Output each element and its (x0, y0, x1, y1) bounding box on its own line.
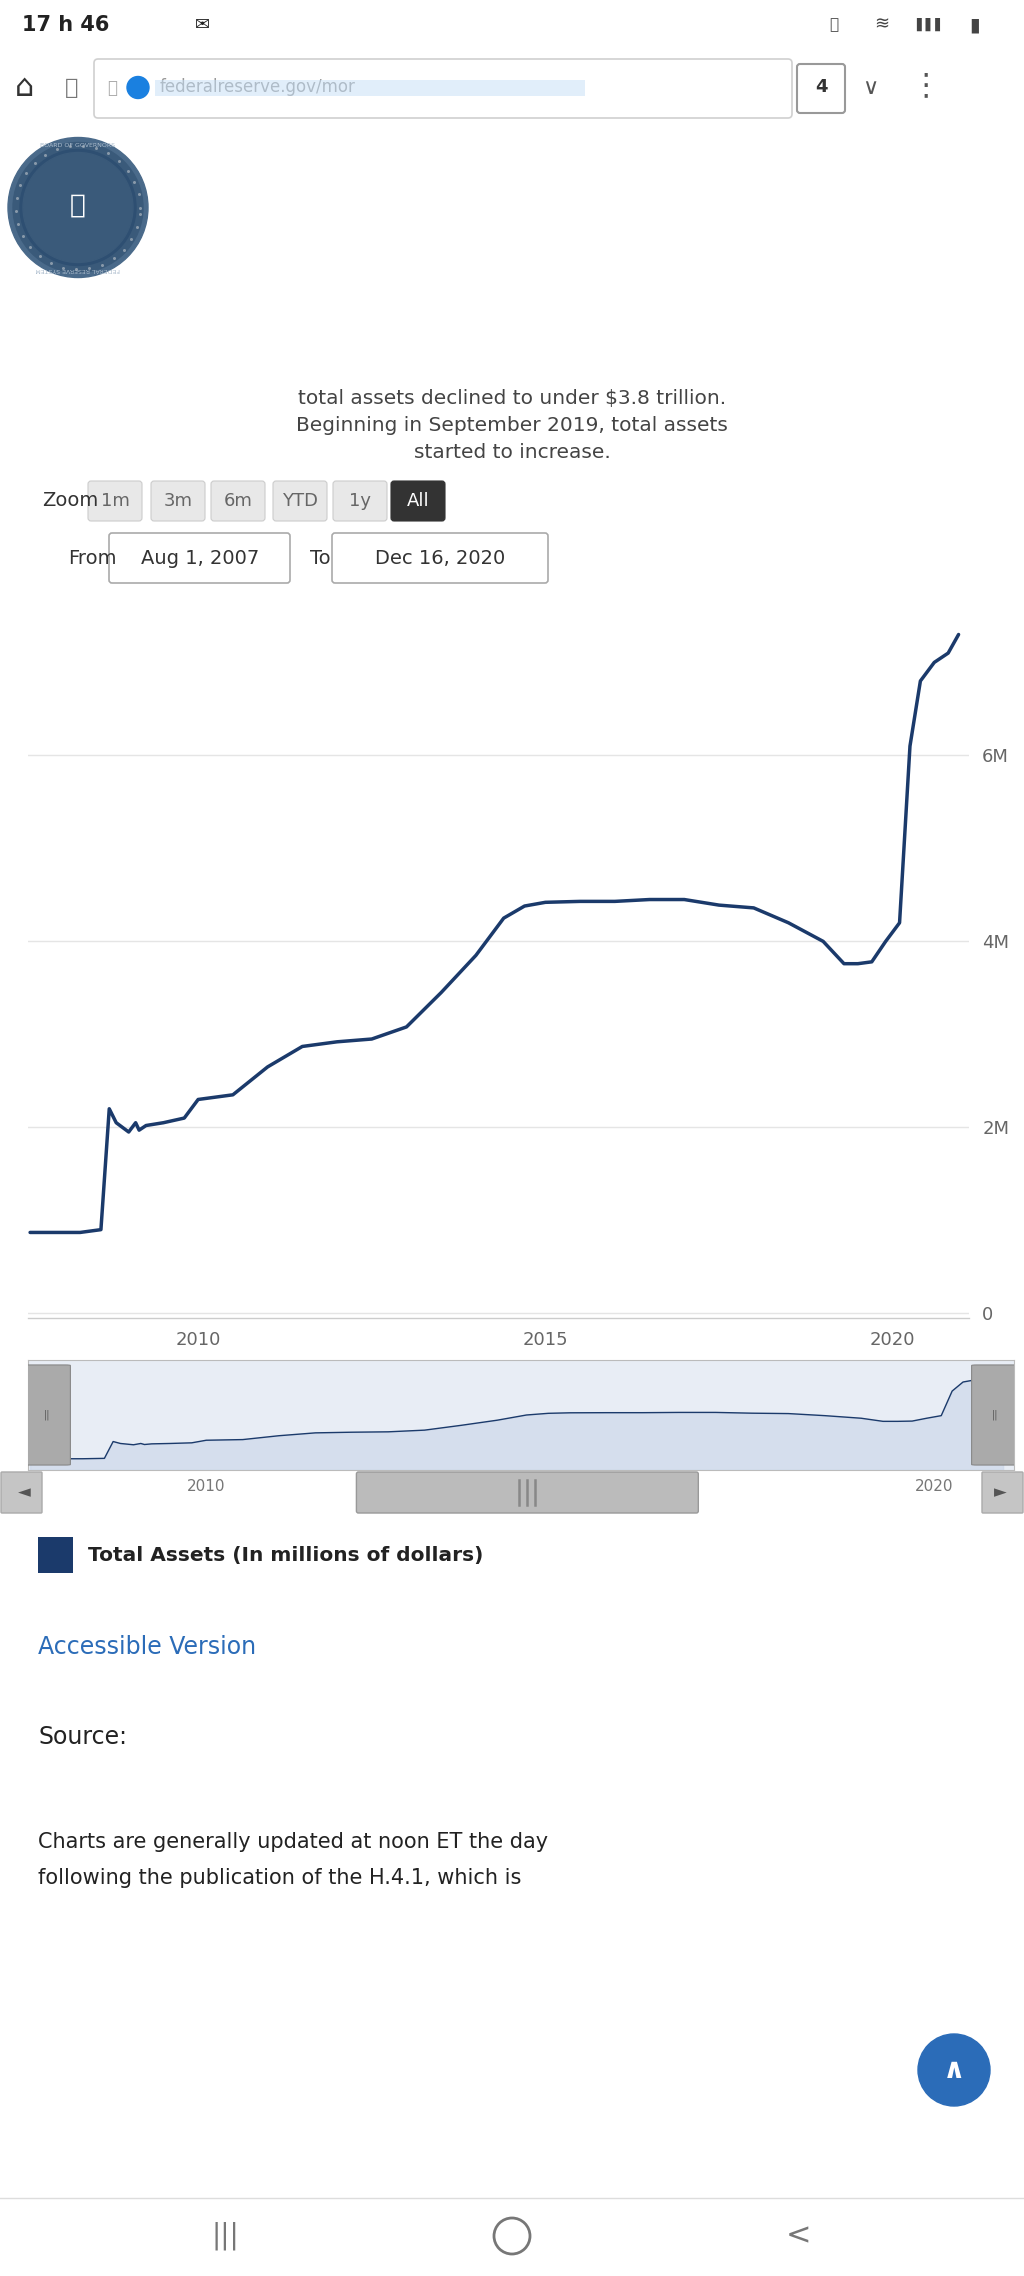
Text: 1y: 1y (349, 492, 371, 510)
FancyBboxPatch shape (797, 64, 845, 114)
Text: BOARD OF GOVERNORS: BOARD OF GOVERNORS (41, 143, 116, 148)
Text: 17 h 46: 17 h 46 (22, 14, 110, 34)
Text: 🔇: 🔇 (66, 77, 79, 98)
Text: ►: ► (993, 1484, 1007, 1502)
Text: Sections: Sections (105, 316, 249, 348)
Text: ⌂: ⌂ (15, 73, 35, 102)
FancyBboxPatch shape (972, 1366, 1019, 1466)
Text: Accessible Version: Accessible Version (38, 1636, 256, 1659)
Text: ∨: ∨ (862, 77, 879, 98)
Text: FEDERAL RESERVE SYSTEM: FEDERAL RESERVE SYSTEM (36, 266, 120, 273)
Text: Source:: Source: (38, 1725, 127, 1750)
Text: 1m: 1m (100, 492, 129, 510)
FancyBboxPatch shape (94, 59, 792, 118)
Text: <: < (786, 2221, 811, 2251)
FancyBboxPatch shape (332, 533, 548, 583)
Text: Beginning in September 2019, total assets: Beginning in September 2019, total asset… (296, 417, 728, 435)
Bar (38, 1536, 73, 1573)
Text: following the publication of the H.4.1, which is: following the publication of the H.4.1, … (38, 1869, 521, 1889)
Text: ⋮: ⋮ (971, 189, 1007, 223)
FancyBboxPatch shape (356, 1473, 698, 1514)
Text: ≋: ≋ (874, 16, 889, 34)
Circle shape (13, 143, 143, 273)
Text: 🦅: 🦅 (70, 193, 86, 218)
Text: Board of Governors of the: Board of Governors of the (160, 173, 525, 200)
FancyBboxPatch shape (1, 1473, 42, 1514)
Circle shape (23, 152, 133, 262)
FancyBboxPatch shape (211, 480, 265, 521)
Text: Zoom: Zoom (42, 492, 98, 510)
Circle shape (127, 77, 150, 98)
FancyBboxPatch shape (24, 1366, 71, 1466)
Bar (22, 330, 60, 335)
FancyBboxPatch shape (982, 1473, 1023, 1514)
Text: ||: || (992, 1409, 998, 1420)
FancyBboxPatch shape (273, 480, 327, 521)
Circle shape (20, 150, 136, 266)
Circle shape (918, 2035, 990, 2105)
Text: YTD: YTD (282, 492, 318, 510)
Text: ✉: ✉ (195, 16, 210, 34)
Text: All: All (407, 492, 429, 510)
Text: To: To (310, 549, 331, 567)
FancyBboxPatch shape (333, 480, 387, 521)
Bar (22, 314, 60, 319)
Text: Charts are generally updated at noon ET the day: Charts are generally updated at noon ET … (38, 1832, 548, 1853)
Circle shape (8, 137, 148, 278)
Text: ▌▌▌: ▌▌▌ (916, 18, 945, 32)
FancyBboxPatch shape (109, 533, 290, 583)
Text: ▮: ▮ (969, 16, 980, 34)
Text: 4: 4 (815, 77, 827, 96)
Bar (22, 346, 60, 353)
Text: Dec 16, 2020: Dec 16, 2020 (375, 549, 505, 567)
Text: From: From (68, 549, 117, 567)
FancyBboxPatch shape (151, 480, 205, 521)
Text: ∧: ∧ (943, 2055, 966, 2085)
Text: 🔒: 🔒 (106, 77, 117, 96)
Text: ||: || (43, 1409, 50, 1420)
Text: total assets declined to under $3.8 trillion.: total assets declined to under $3.8 tril… (298, 389, 726, 407)
Text: 6m: 6m (223, 492, 253, 510)
Text: Aug 1, 2007: Aug 1, 2007 (141, 549, 259, 567)
Text: started to increase.: started to increase. (414, 442, 610, 462)
Text: ◄: ◄ (17, 1484, 31, 1502)
Text: 3m: 3m (164, 492, 193, 510)
Text: federalreserve.gov/mor: federalreserve.gov/mor (160, 77, 356, 96)
Bar (155, 80, 585, 96)
Text: 🔕: 🔕 (829, 18, 838, 32)
Text: Total Assets (In millions of dollars): Total Assets (In millions of dollars) (88, 1545, 483, 1564)
FancyBboxPatch shape (88, 480, 142, 521)
Text: Federal Reserve System: Federal Reserve System (160, 230, 500, 255)
Text: |||: ||| (211, 2221, 240, 2251)
Text: ⋮: ⋮ (910, 71, 940, 100)
FancyBboxPatch shape (391, 480, 445, 521)
